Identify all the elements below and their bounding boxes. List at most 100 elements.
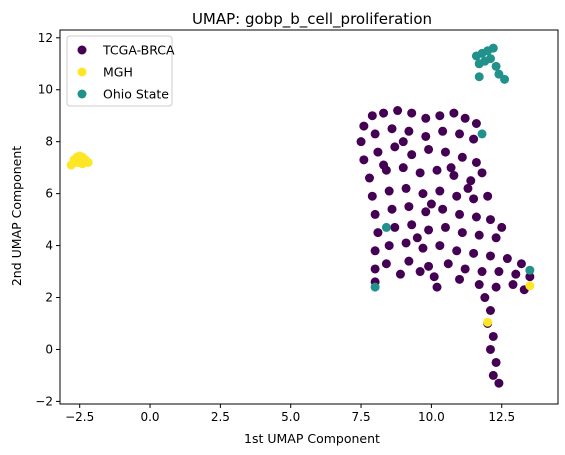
legend-label: MGH [103, 65, 133, 80]
data-point [381, 222, 391, 232]
data-point [471, 212, 481, 222]
x-tick-label: −2.5 [65, 410, 94, 424]
data-point [404, 256, 414, 266]
y-tick-label: 0 [45, 342, 53, 356]
data-point [415, 168, 425, 178]
data-point [497, 222, 507, 232]
data-point [440, 222, 450, 232]
data-point [381, 259, 391, 269]
data-point [393, 106, 403, 116]
data-point [477, 267, 487, 277]
data-point [485, 54, 495, 64]
data-point [440, 147, 450, 157]
data-point [485, 251, 495, 261]
data-point [485, 215, 495, 225]
data-point [407, 150, 417, 160]
data-point [477, 129, 487, 139]
data-point [516, 259, 526, 269]
y-tick-label: −2 [35, 394, 53, 408]
data-point [364, 173, 374, 183]
plot-area [66, 43, 535, 388]
data-point [483, 317, 493, 327]
data-point [387, 204, 397, 214]
data-point [379, 160, 389, 170]
y-tick-label: 10 [38, 83, 53, 97]
chart-title: UMAP: gobp_b_cell_proliferation [192, 10, 432, 29]
data-point [491, 282, 501, 292]
legend-marker [77, 45, 87, 55]
data-point [525, 265, 535, 275]
x-axis: −2.5 0.0 2.5 5.0 7.5 10.0 12.5 [65, 404, 515, 424]
data-point [466, 176, 476, 186]
data-point [460, 264, 470, 274]
data-point [469, 134, 479, 144]
data-point [370, 282, 380, 292]
data-point [474, 230, 484, 240]
data-point [359, 121, 369, 131]
data-point [502, 254, 512, 264]
data-point [401, 183, 411, 193]
data-point [469, 248, 479, 258]
data-point [407, 220, 417, 230]
data-point [432, 282, 442, 292]
data-point [384, 241, 394, 251]
data-point [421, 207, 431, 217]
data-point [415, 267, 425, 277]
data-point [370, 264, 380, 274]
data-point [477, 168, 487, 178]
data-point [457, 228, 467, 238]
data-point [455, 129, 465, 139]
data-point [384, 186, 394, 196]
legend: TCGA-BRCA MGH Ohio State [66, 35, 175, 107]
x-tick-label: 7.5 [352, 410, 371, 424]
data-point [463, 183, 473, 193]
data-point [424, 261, 434, 271]
plot-frame [59, 29, 559, 405]
data-point [356, 137, 366, 147]
data-point [367, 111, 377, 121]
data-point [488, 370, 498, 380]
data-point [390, 222, 400, 232]
data-point [390, 142, 400, 152]
data-point [449, 108, 459, 118]
legend-marker [77, 89, 87, 99]
series-mgh [66, 151, 535, 327]
x-axis-label: 1st UMAP Component [244, 431, 380, 446]
data-point [429, 272, 439, 282]
data-point [471, 119, 481, 128]
y-tick-label: 12 [38, 31, 53, 45]
data-point [494, 378, 504, 388]
data-point [421, 131, 431, 141]
data-point [367, 191, 377, 201]
y-tick-label: 2 [45, 291, 53, 305]
data-point [511, 269, 521, 279]
data-point [446, 163, 456, 173]
data-point [491, 233, 501, 243]
data-point [474, 280, 484, 290]
data-point [421, 113, 431, 123]
data-point [485, 306, 495, 315]
data-point [418, 189, 428, 199]
data-point [469, 194, 479, 204]
data-point [435, 111, 445, 121]
data-point [480, 293, 490, 303]
data-point [455, 209, 465, 219]
data-point [418, 243, 428, 253]
data-point [452, 246, 462, 256]
data-point [474, 72, 484, 82]
y-axis: −2 0 2 4 6 8 10 12 [35, 31, 60, 408]
data-point [359, 155, 369, 165]
legend-label: TCGA-BRCA [102, 43, 175, 58]
data-point [373, 147, 383, 157]
data-point [455, 274, 465, 284]
y-tick-label: 4 [45, 239, 53, 253]
y-tick-label: 8 [45, 135, 53, 149]
legend-label: Ohio State [103, 87, 169, 102]
data-point [452, 191, 462, 201]
data-point [485, 344, 495, 354]
data-point [401, 238, 411, 248]
data-point [483, 191, 493, 201]
data-point [525, 272, 535, 282]
data-point [488, 331, 498, 341]
data-point [438, 126, 448, 136]
